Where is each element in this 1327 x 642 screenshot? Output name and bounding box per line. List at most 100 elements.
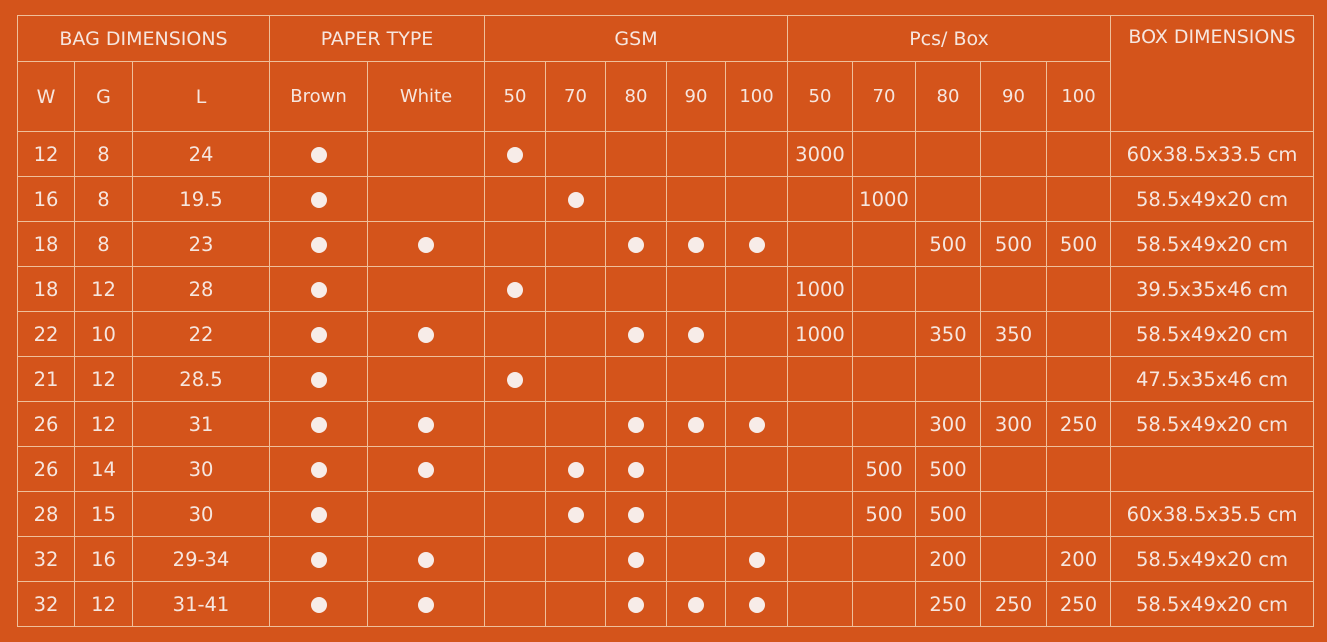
cell-white [367, 446, 485, 492]
cell-pcs-50 [787, 581, 853, 627]
dot-icon [567, 507, 584, 523]
cell-pcs-90: 350 [980, 311, 1047, 357]
cell-gsm-70 [545, 311, 606, 357]
cell-gsm-70 [545, 176, 606, 222]
cell-white [367, 221, 485, 267]
cell-gsm-100 [725, 311, 788, 357]
cell-brown [269, 536, 368, 582]
cell-w: 32 [17, 581, 75, 627]
table-row: 28 15 30 500 500 60x38.5x35.5 cm [17, 491, 1314, 537]
cell-pcs-100 [1046, 131, 1111, 177]
table-row: 21 12 28.5 47.5x35x46 cm [17, 356, 1314, 402]
cell-gsm-50 [484, 581, 546, 627]
header-bag-dimensions: BAG DIMENSIONS [17, 15, 270, 62]
dot-icon [418, 327, 434, 343]
cell-gsm-90 [666, 176, 726, 222]
header-gsm-100: 100 [725, 61, 788, 132]
header-gsm: GSM [484, 15, 788, 62]
cell-brown [269, 311, 368, 357]
cell-w: 26 [17, 401, 75, 447]
header-gsm-50: 50 [484, 61, 546, 132]
dot-icon [748, 552, 765, 568]
cell-g: 14 [74, 446, 133, 492]
cell-brown [269, 356, 368, 402]
cell-gsm-50 [484, 356, 546, 402]
dot-icon [418, 462, 434, 478]
cell-box-dimensions: 58.5x49x20 cm [1110, 401, 1314, 447]
cell-gsm-100 [725, 536, 788, 582]
cell-pcs-70: 500 [852, 446, 916, 492]
cell-brown [269, 176, 368, 222]
cell-w: 22 [17, 311, 75, 357]
cell-gsm-80 [605, 266, 667, 312]
cell-l: 24 [132, 131, 270, 177]
cell-gsm-80 [605, 401, 667, 447]
cell-l: 28 [132, 266, 270, 312]
cell-gsm-90 [666, 221, 726, 267]
cell-l: 29-34 [132, 536, 270, 582]
cell-pcs-80: 300 [915, 401, 981, 447]
header-w: W [17, 61, 75, 132]
cell-brown [269, 491, 368, 537]
cell-pcs-50 [787, 401, 853, 447]
cell-l: 31 [132, 401, 270, 447]
cell-gsm-100 [725, 401, 788, 447]
dot-icon [418, 237, 434, 253]
cell-brown [269, 581, 368, 627]
cell-pcs-90: 250 [980, 581, 1047, 627]
cell-pcs-50: 3000 [787, 131, 853, 177]
cell-white [367, 581, 485, 627]
cell-gsm-100 [725, 221, 788, 267]
cell-w: 26 [17, 446, 75, 492]
cell-pcs-100 [1046, 176, 1111, 222]
cell-white [367, 131, 485, 177]
cell-pcs-70 [852, 311, 916, 357]
dot-icon [418, 597, 434, 613]
cell-pcs-90: 300 [980, 401, 1047, 447]
cell-pcs-100: 500 [1046, 221, 1111, 267]
cell-gsm-70 [545, 491, 606, 537]
cell-g: 15 [74, 491, 133, 537]
dot-icon [567, 462, 584, 478]
cell-pcs-50 [787, 536, 853, 582]
cell-gsm-80 [605, 356, 667, 402]
cell-white [367, 536, 485, 582]
dot-icon [310, 237, 327, 253]
cell-pcs-100: 250 [1046, 401, 1111, 447]
cell-pcs-50: 1000 [787, 266, 853, 312]
cell-gsm-90 [666, 266, 726, 312]
header-pcs-100: 100 [1046, 61, 1111, 132]
dot-icon [418, 417, 434, 433]
cell-gsm-50 [484, 401, 546, 447]
cell-brown [269, 131, 368, 177]
header-pcs-50: 50 [787, 61, 853, 132]
cell-pcs-90 [980, 131, 1047, 177]
cell-pcs-90 [980, 266, 1047, 312]
cell-pcs-100 [1046, 356, 1111, 402]
dot-icon [310, 372, 327, 388]
cell-pcs-70 [852, 401, 916, 447]
cell-gsm-50 [484, 446, 546, 492]
table-row: 22 10 22 1000 350 350 58.5x49x20 cm [17, 311, 1314, 357]
cell-gsm-50 [484, 536, 546, 582]
cell-gsm-70 [545, 446, 606, 492]
cell-pcs-70 [852, 221, 916, 267]
cell-brown [269, 446, 368, 492]
dot-icon [628, 237, 644, 253]
cell-g: 8 [74, 176, 133, 222]
cell-box-dimensions: 58.5x49x20 cm [1110, 176, 1314, 222]
cell-pcs-90 [980, 446, 1047, 492]
cell-gsm-50 [484, 131, 546, 177]
cell-gsm-80 [605, 581, 667, 627]
cell-pcs-80: 200 [915, 536, 981, 582]
cell-pcs-80: 250 [915, 581, 981, 627]
dot-icon [310, 597, 327, 613]
cell-gsm-80 [605, 491, 667, 537]
cell-w: 12 [17, 131, 75, 177]
dot-icon [507, 282, 523, 298]
header-white: White [367, 61, 485, 132]
cell-pcs-100 [1046, 266, 1111, 312]
cell-pcs-80 [915, 176, 981, 222]
cell-pcs-90 [980, 491, 1047, 537]
cell-gsm-70 [545, 581, 606, 627]
